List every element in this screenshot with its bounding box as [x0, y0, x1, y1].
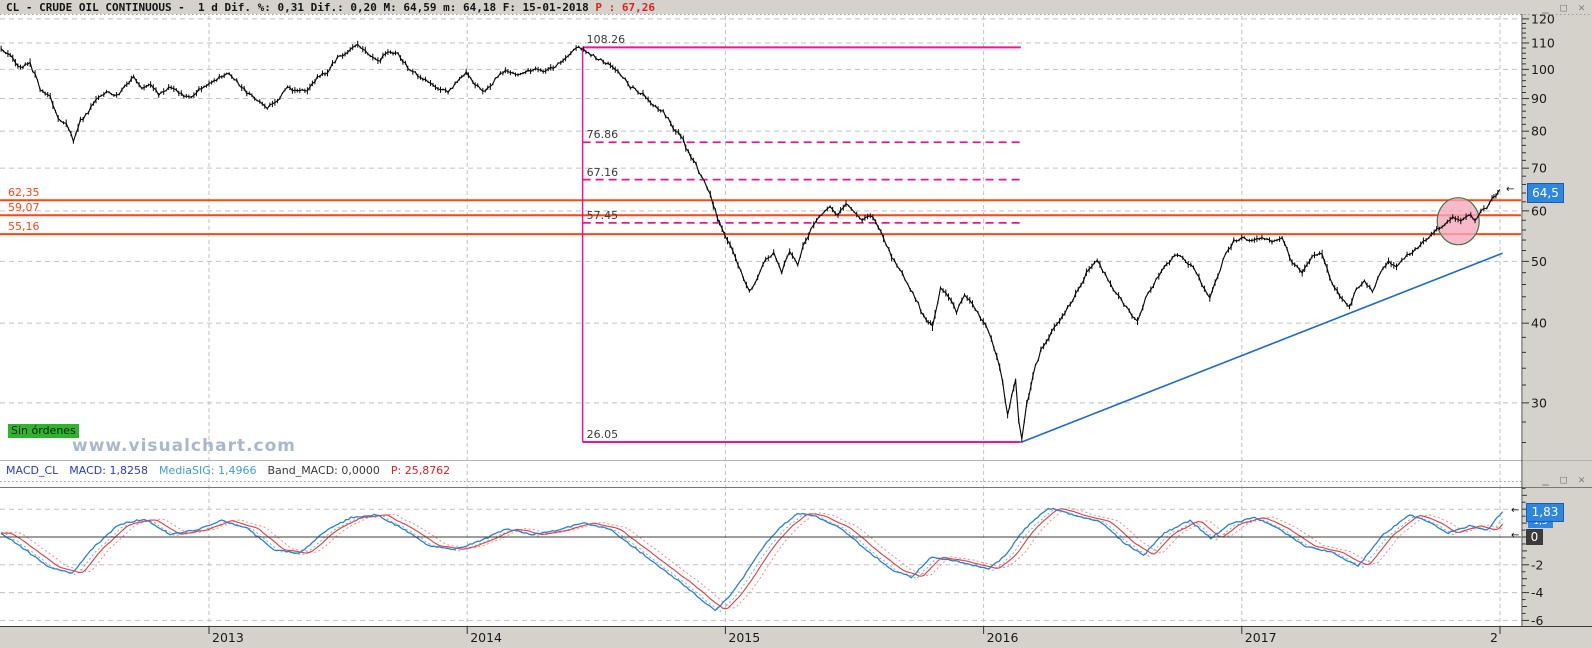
support-level-label: 62,35 [8, 186, 40, 200]
macd-signal-badge: 1,5 [1528, 518, 1553, 528]
time-axis-strip[interactable] [0, 627, 1592, 648]
macd-legend-mediasig-value: MediaSIG: 1,4966 [158, 464, 257, 477]
macd-legend-p-value: P: 25,8762 [390, 464, 451, 477]
minimize-icon[interactable]: _ [1542, 1, 1549, 14]
macd-chart-area[interactable] [0, 487, 1522, 626]
visualchart-watermark: www.visualchart.com [72, 436, 297, 456]
macd-value-badge: 1,83 [1526, 503, 1564, 522]
title-price-value: P : 67,26 [595, 1, 656, 14]
instrument-title: CL - CRUDE OIL CONTINUOUS - 1 d Dif. %: … [6, 1, 656, 14]
fib-level-label: 108.26 [586, 33, 626, 47]
support-level-label: 55,16 [8, 220, 40, 234]
support-level-label: 59,07 [8, 201, 40, 215]
macd-zero-badge: 0 [1526, 529, 1543, 545]
last-price-badge: 64,5 [1527, 183, 1564, 203]
close-icon[interactable]: ✕ [1578, 1, 1585, 14]
price-marker-arrow-icon: ← [1506, 184, 1515, 195]
macd-legend-band-value: Band_MACD: 0,0000 [267, 464, 380, 477]
fib-level-label: 67.16 [586, 165, 619, 179]
chart-title-bar[interactable]: CL - CRUDE OIL CONTINUOUS - 1 d Dif. %: … [0, 0, 1592, 14]
macd-marker-arrow-icon: ← [1511, 505, 1520, 516]
maximize-icon[interactable]: □ [1560, 473, 1567, 486]
close-icon[interactable]: ✕ [1578, 473, 1585, 486]
main-window-controls: _ □ ✕ [1540, 1, 1587, 14]
fib-level-label: 26.05 [586, 427, 619, 441]
macd-legend-name: MACD_CL [6, 464, 59, 477]
fib-level-label: 76.86 [586, 128, 619, 142]
no-orders-badge: Sin órdenes [8, 424, 79, 438]
macd-window-controls: _ □ ✕ [1540, 473, 1587, 486]
main-chart-area[interactable] [0, 16, 1522, 460]
macd-legend: MACD_CL MACD: 1,8258 MediaSIG: 1,4966 Ba… [6, 464, 450, 477]
minimize-icon[interactable]: _ [1542, 473, 1549, 486]
fib-level-label: 57.45 [586, 208, 619, 222]
maximize-icon[interactable]: □ [1560, 1, 1567, 14]
macd-zero-marker-arrow-icon: ← [1511, 530, 1520, 541]
macd-legend-macd-value: MACD: 1,8258 [69, 464, 148, 477]
